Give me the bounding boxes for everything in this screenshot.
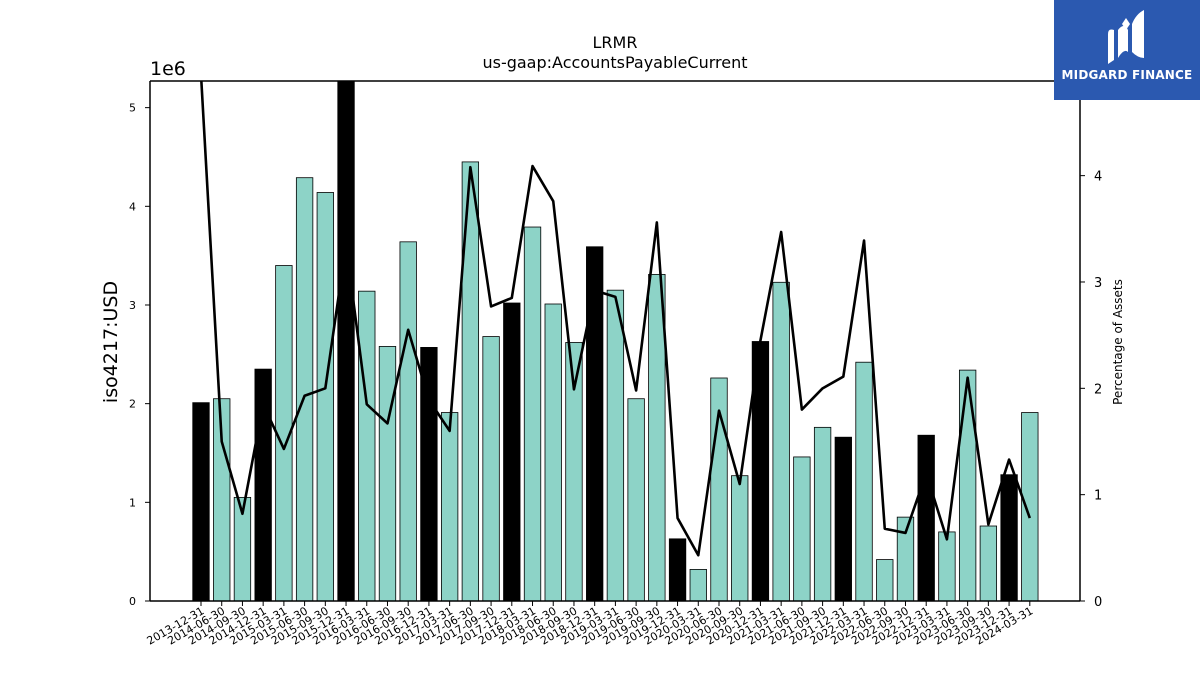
bar-2019-03-31 (606, 289, 625, 602)
bar-2022-03-31 (855, 361, 873, 602)
bar-2023-06-30 (958, 369, 977, 602)
bar-2019-12-31 (668, 538, 687, 602)
bar-2020-09-30 (731, 475, 749, 602)
bar-2023-09-30 (979, 525, 998, 602)
bar-2023-12-31 (1000, 474, 1018, 602)
bar-2022-06-30 (876, 559, 894, 602)
bar-2013-12-31 (192, 402, 210, 602)
y-tick-label: 1 (129, 496, 136, 509)
brand-badge: MIDGARD FINANCE (1054, 0, 1200, 100)
brand-name: MIDGARD FINANCE (1061, 68, 1193, 82)
bar-2021-06-30 (793, 456, 811, 602)
bars-layer (192, 80, 1039, 602)
bar-2020-03-31 (689, 569, 707, 602)
y-tick-label: 3 (129, 299, 136, 312)
bar-2017-03-31 (440, 412, 459, 602)
bar-2016-09-30 (399, 241, 417, 602)
y2-tick-label: 2 (1094, 382, 1102, 397)
y-axis-scale-label: 1e6 (150, 58, 186, 80)
bar-2018-06-30 (544, 303, 562, 602)
percentage-of-assets-line (200, 81, 1032, 557)
ticks-layer: 012345012342013-12-312014-06-302014-09-3… (129, 102, 1102, 648)
bar-2019-06-30 (627, 398, 645, 602)
bar-2021-09-30 (813, 426, 832, 602)
bar-2016-12-31 (420, 347, 438, 602)
y2-tick-label: 1 (1094, 489, 1102, 504)
y2-axis-label: Percentage of Assets (1111, 279, 1125, 405)
y2-tick-label: 3 (1094, 276, 1102, 291)
y-tick-label: 0 (129, 595, 136, 608)
bar-2015-06-30 (295, 177, 314, 602)
bar-2016-03-31 (358, 290, 376, 602)
y2-tick-label: 0 (1094, 595, 1102, 610)
bar-2024-03-31 (1021, 412, 1039, 602)
bar-2023-03-31 (938, 531, 956, 602)
chart-subtitle: us-gaap:AccountsPayableCurrent (482, 53, 747, 72)
bar-2021-12-31 (834, 436, 852, 602)
bar-2021-03-31 (772, 281, 790, 602)
bar-2016-06-30 (378, 346, 397, 602)
bar-2017-12-31 (503, 302, 521, 602)
y2-tick-label: 4 (1094, 170, 1102, 185)
bar-2018-03-31 (523, 226, 542, 602)
y-tick-label: 4 (129, 200, 136, 213)
y-tick-label: 5 (129, 102, 136, 115)
bar-2015-12-31 (337, 80, 355, 602)
midgard-logo-icon (1108, 10, 1144, 64)
chart-title: LRMR (593, 33, 638, 52)
y-axis-label: iso4217:USD (100, 281, 122, 403)
bar-2015-09-30 (316, 192, 334, 602)
bar-2018-12-31 (586, 246, 604, 602)
bar-2017-09-30 (482, 336, 500, 602)
bar-2022-12-31 (917, 434, 935, 602)
y-tick-label: 2 (129, 398, 136, 411)
line-layer (200, 81, 1032, 557)
